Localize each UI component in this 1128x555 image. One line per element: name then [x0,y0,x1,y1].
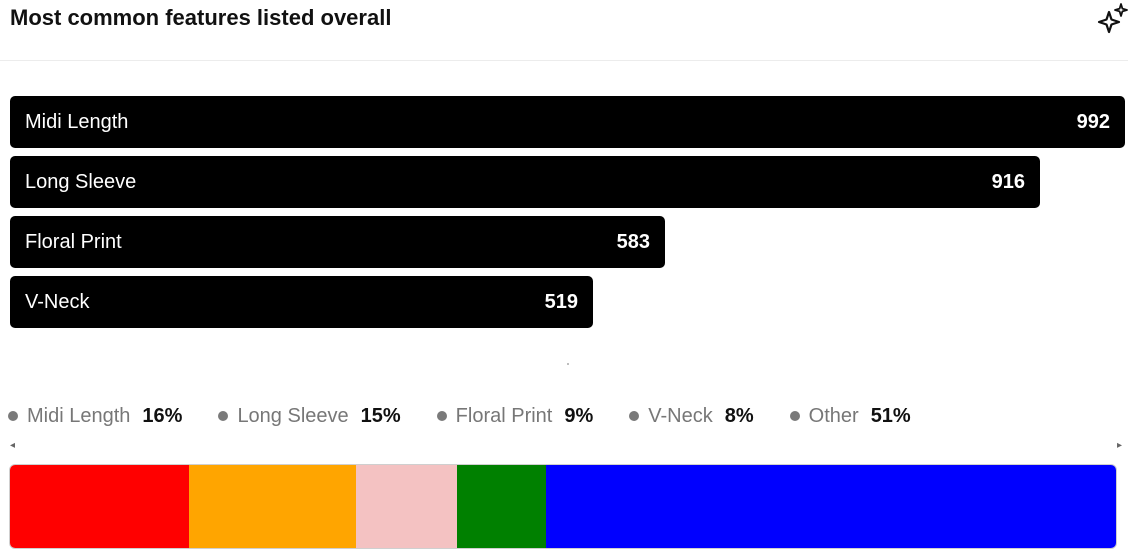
bar-value: 916 [991,171,1025,193]
scroll-left-icon[interactable]: ◂ [10,440,16,451]
sparkle-icon[interactable] [1095,2,1128,36]
legend-item-v-neck[interactable]: V-Neck 8% [629,404,754,428]
bar-long-sleeve[interactable]: Long Sleeve 916 [10,156,1040,208]
bar-floral-print[interactable]: Floral Print 583 [10,216,665,268]
legend-label: V-Neck [648,404,713,427]
legend-item-long-sleeve[interactable]: Long Sleeve 15% [218,404,401,428]
legend-percent: 16% [142,404,183,427]
legend-label: Floral Print [455,404,553,427]
stacked-share-bar [9,464,1117,549]
scroll-right-icon[interactable]: ▸ [1116,440,1122,451]
bar-label: Long Sleeve [25,171,137,193]
legend-item-other[interactable]: Other 51% [789,404,911,428]
legend-percent: 9% [564,404,594,427]
bar-value: 992 [1076,111,1110,133]
bar-value: 519 [544,291,578,313]
legend-item-midi-length[interactable]: Midi Length 16% [8,405,182,428]
legend-percent: 15% [360,404,401,427]
segment-v-neck[interactable] [456,465,547,548]
legend-dot-icon [629,411,640,421]
feature-bar-chart: Midi Length 992 Long Sleeve 916 Floral Print… [10,96,1125,328]
legend-dot-icon [8,411,18,421]
chart-title: Most common features listed overall [10,5,392,30]
legend-dot-icon [436,411,447,421]
legend-scrollbar[interactable]: ◂ ▸ [8,438,1124,454]
bar-midi-length[interactable]: Midi Length 992 [10,96,1125,148]
segment-other[interactable] [546,465,1116,548]
stack-legend: Midi Length 16% Long Sleeve 15% Floral Print… [8,402,947,430]
legend-percent: 8% [724,404,754,427]
legend-item-floral-print[interactable]: Floral Print 9% [436,404,594,428]
legend-percent: 51% [870,404,911,427]
chart-header: Most common features listed overall [0,0,1128,61]
bar-value: 583 [616,231,650,253]
bar-label: Floral Print [25,231,122,253]
bar-label: V-Neck [25,291,90,313]
segment-long-sleeve[interactable] [188,465,357,548]
segment-midi-length[interactable] [10,465,189,548]
bar-v-neck[interactable]: V-Neck 519 [10,276,593,328]
legend-label: Midi Length [27,404,131,427]
legend-dot-icon [218,411,229,421]
legend-dot-icon [789,411,800,421]
legend-label: Other [808,404,859,427]
segment-floral-print[interactable] [356,465,457,548]
divider-dot [567,363,569,365]
legend-label: Long Sleeve [237,404,349,427]
bar-label: Midi Length [25,111,129,133]
